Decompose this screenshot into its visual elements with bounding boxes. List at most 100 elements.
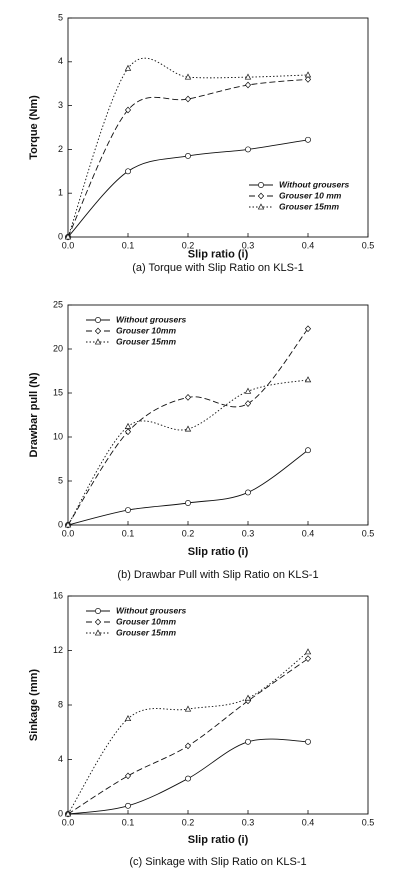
y-tick-label: 3 [58,100,63,110]
data-point [125,802,131,809]
data-point [245,146,251,153]
data-point [305,738,311,745]
data-point [244,73,252,80]
x-axis-label: Slip ratio (i) [188,834,249,846]
data-point [124,715,132,722]
x-tick-label: 0.5 [362,240,375,250]
plot-frame [67,17,369,238]
legend-label: Without grousers [116,605,187,615]
plot-frame [67,304,369,526]
data-point [184,394,192,401]
x-tick-label: 0.1 [122,817,135,827]
x-tick-label: 0.0 [62,817,75,827]
data-point [124,106,132,114]
data-point [184,705,192,712]
y-tick-label: 2 [58,144,63,154]
data-point [304,71,312,78]
y-tick-label: 1 [58,188,63,198]
y-tick-label: 12 [53,645,63,655]
x-tick-label: 0.2 [182,817,195,827]
y-tick-label: 25 [53,299,63,309]
data-point [304,655,312,663]
data-point [244,400,252,407]
data-point [124,428,132,436]
y-axis-label: Drawbar pull (N) [28,372,40,457]
y-tick-label: 15 [53,387,63,397]
y-axis-label: Sinkage (mm) [28,669,40,741]
data-point [184,73,192,80]
legend-marker [95,608,101,614]
x-axis-label: Slip ratio (i) [188,248,249,260]
y-tick-label: 4 [58,56,63,66]
legend-label: Without grousers [279,179,350,189]
y-tick-label: 8 [58,699,63,709]
legend-marker [94,629,102,636]
y-tick-label: 5 [58,475,63,485]
x-tick-label: 0.5 [362,528,375,538]
series-line [67,78,309,238]
data-point [64,521,72,528]
series-line [67,57,309,238]
y-tick-label: 20 [53,343,63,353]
series-line [67,658,309,815]
x-tick-label: 0.4 [302,817,315,827]
series-line [67,651,309,815]
data-point [184,95,192,103]
y-tick-label: 10 [53,431,63,441]
x-tick-label: 0.1 [122,528,135,538]
data-point [244,387,252,394]
legend-label: Grouser 15mm [116,627,176,637]
data-point [185,775,191,782]
legend-marker [95,317,101,323]
y-tick-label: 16 [53,590,63,600]
data-point [184,425,192,432]
x-tick-label: 0.2 [182,528,195,538]
data-point [304,376,312,383]
data-point [64,233,72,240]
data-point [64,810,72,817]
series-line [67,449,309,526]
data-point [125,507,131,513]
y-tick-label: 0 [58,808,63,818]
x-tick-label: 0.3 [242,240,255,250]
x-axis-label: Slip ratio (i) [188,546,249,558]
data-point [304,648,312,655]
y-tick-label: 4 [58,754,63,764]
data-point [124,422,132,429]
legend-marker [94,618,102,626]
legend-label: Grouser 10 mm [279,190,342,200]
data-point [245,738,251,745]
legend-marker [257,203,265,210]
data-point [124,64,132,71]
x-tick-label: 0.4 [302,528,315,538]
data-point [124,772,132,780]
x-tick-label: 0.5 [362,817,375,827]
x-tick-label: 0.3 [242,528,255,538]
data-point [185,500,191,506]
legend-marker [257,192,265,200]
data-point [125,168,131,175]
chart-title: (a) Torque with Slip Ratio on KLS-1 [132,262,304,274]
legend-marker [94,327,102,335]
x-tick-label: 0.4 [302,240,315,250]
x-tick-label: 0.0 [62,240,75,250]
data-point [184,742,192,750]
legend-label: Grouser 15mm [116,336,176,346]
data-point [305,136,311,143]
chart-title: (c) Sinkage with Slip Ratio on KLS-1 [129,856,306,868]
legend-label: Grouser 10mm [116,325,176,335]
series-line [67,379,309,526]
legend-marker [258,182,264,188]
data-point [244,81,252,89]
legend-label: Grouser 10mm [116,616,176,626]
legend-label: Without grousers [116,314,187,324]
x-tick-label: 0.1 [122,240,135,250]
chart-title: (b) Drawbar Pull with Slip Ratio on KLS-… [117,569,318,581]
y-tick-label: 0 [58,519,63,529]
data-point [305,447,311,454]
data-point [244,694,252,701]
data-point [304,325,312,333]
x-tick-label: 0.3 [242,817,255,827]
data-point [185,153,191,159]
